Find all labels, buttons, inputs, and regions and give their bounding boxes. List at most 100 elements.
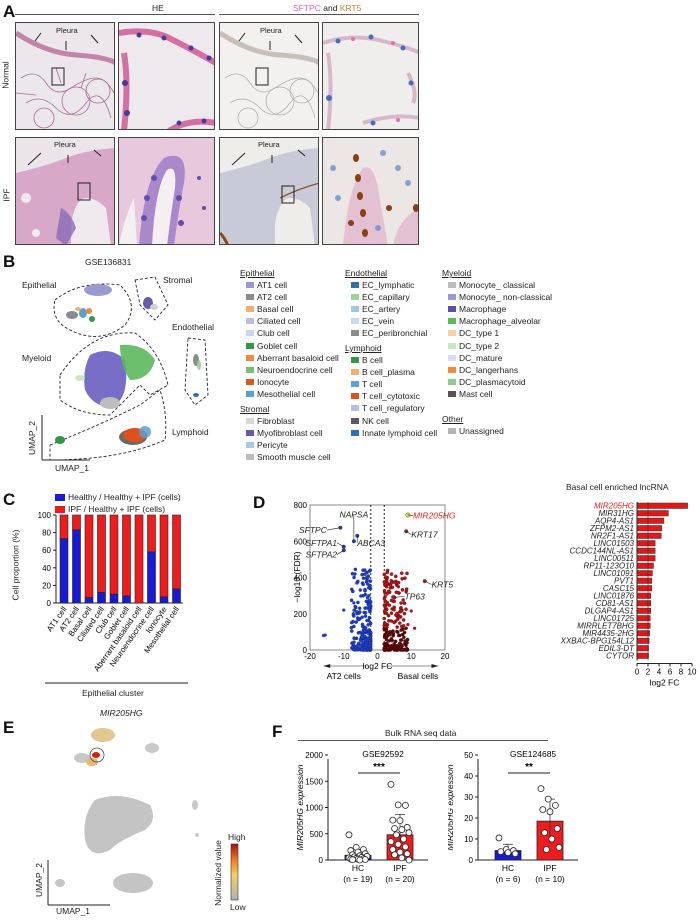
svg-text:RP11-123O10: RP11-123O10 [583, 562, 634, 571]
legend-item-endothelial: EC_lymphatic [351, 280, 414, 290]
legend-item-myeloid: Monocyte_ non-classical [448, 292, 552, 302]
svg-text:60: 60 [42, 546, 51, 555]
pleura-label: Pleura [258, 140, 280, 149]
histology-ipf-he-zoom [118, 137, 215, 245]
legend-item-epithelial: Neuroendocrine cell [246, 365, 333, 375]
legend-swatch [246, 390, 254, 397]
legend-swatch [448, 318, 456, 325]
panel-c-letter: C [3, 490, 16, 509]
svg-text:MIR205HG expression: MIR205HG expression [295, 764, 305, 850]
umap-plot: Epithelial Stromal Endothelial Myeloid L… [0, 265, 240, 475]
cluster-label-endothelial: Endothelial [172, 322, 215, 332]
svg-text:50: 50 [464, 751, 473, 760]
svg-text:1500: 1500 [305, 777, 323, 786]
panel-e-letter: E [3, 718, 15, 737]
legend-item-endothelial: EC_peribronchial [351, 328, 427, 338]
svg-text:(n = 19): (n = 19) [343, 874, 373, 884]
legend-item-stromal: Pericyte [246, 440, 288, 450]
legend-swatch-blue [55, 493, 65, 501]
legend-swatch [448, 366, 456, 373]
histology-ipf-ihc-overview: Pleura [219, 137, 319, 245]
svg-text:PVT1: PVT1 [614, 577, 634, 586]
f-header-line [298, 740, 548, 741]
svg-text:-10: -10 [338, 652, 350, 661]
ihc-header-line [219, 14, 419, 15]
svg-text:HC: HC [502, 863, 514, 873]
panel-b-letter: B [3, 252, 16, 271]
svg-text:0: 0 [319, 856, 324, 865]
e-xlabel: UMAP_1 [56, 906, 91, 916]
legend-swatch [448, 282, 456, 288]
svg-text:Basal cells: Basal cells [398, 671, 439, 681]
svg-text:20: 20 [441, 652, 450, 661]
svg-text:0: 0 [469, 856, 474, 865]
svg-text:400: 400 [294, 574, 308, 583]
legend-swatch [351, 429, 359, 436]
feature-umap: UMAP_1 UMAP_2 High Low Normalized value [0, 720, 250, 916]
svg-text:SFTPA2: SFTPA2 [306, 550, 338, 560]
legend-item-epithelial: Mesothelial cell [246, 389, 315, 399]
c-ylabel: Cell proportion (%) [10, 529, 21, 601]
legend-swatch [351, 306, 359, 313]
legend-item-myeloid: DC_mature [448, 353, 502, 363]
pleura-label: Pleura [56, 26, 78, 35]
svg-text:AQP4-AS1: AQP4-AS1 [594, 517, 634, 526]
svg-text:(n = 20): (n = 20) [385, 874, 415, 884]
svg-text:2000: 2000 [305, 751, 323, 760]
legend-swatch [246, 354, 254, 361]
legend-swatch [351, 381, 359, 388]
svg-text:AT2 cells: AT2 cells [327, 671, 361, 681]
histology-ipf-he-overview: Pleura [15, 137, 115, 245]
umap-title: GSE136831 [85, 257, 132, 267]
legend-item-epithelial: Goblet cell [246, 341, 297, 351]
svg-text:CASC15: CASC15 [603, 584, 635, 593]
svg-text:100: 100 [38, 511, 52, 520]
legend-swatch [246, 342, 254, 349]
legend-item-myeloid: Mast cell [448, 389, 493, 399]
legend-swatch [246, 318, 254, 325]
pleura-label: Pleura [260, 26, 282, 35]
row-label-normal: Normal [0, 61, 11, 89]
svg-text:MIR4435-2HG: MIR4435-2HG [582, 629, 634, 638]
svg-text:GSE92592: GSE92592 [362, 749, 404, 759]
legend-swatch [448, 330, 456, 337]
legend-group-lymphoid: Lymphoid [345, 343, 382, 353]
svg-text:6: 6 [668, 668, 673, 677]
svg-text:**: ** [525, 762, 533, 773]
legend-item-epithelial: Ciliated cell [246, 316, 300, 326]
legend-item-lymphoid: T cell_regulatory [351, 403, 425, 413]
svg-text:***: *** [373, 762, 385, 773]
svg-text:0: 0 [635, 668, 640, 677]
legend-swatch [448, 390, 456, 397]
svg-text:(n = 6): (n = 6) [496, 874, 521, 884]
legend-swatch [246, 442, 254, 449]
svg-text:NR2F1-AS1: NR2F1-AS1 [591, 532, 634, 541]
svg-text:GSE124685: GSE124685 [510, 749, 557, 759]
legend-group-stromal: Stromal [240, 404, 270, 414]
legend-group-other: Other [442, 414, 464, 424]
svg-text:0: 0 [303, 646, 308, 655]
legend-item-epithelial: Ionocyte [246, 377, 289, 387]
legend-swatch [351, 318, 359, 325]
panel-d-letter: D [253, 493, 266, 512]
legend-item-myeloid: Macrophage [448, 304, 506, 314]
legend-swatch [246, 378, 254, 385]
svg-text:10: 10 [688, 668, 697, 677]
svg-text:1000: 1000 [305, 804, 323, 813]
svg-text:20: 20 [42, 581, 51, 590]
svg-text:IPF: IPF [393, 863, 406, 873]
histology-ipf-ihc-zoom [322, 137, 419, 245]
legend-item-epithelial: Aberrant basaloid cell [246, 353, 339, 363]
cluster-label-myeloid: Myeloid [22, 353, 52, 363]
legend-healthy: Healthy / Healthy + IPF (cells) [55, 492, 181, 502]
legend-swatch [448, 378, 456, 385]
legend-item-lymphoid: Innate lymphoid cell [351, 428, 437, 438]
legend-swatch [448, 428, 456, 434]
colorbar-label: Normalized value [212, 840, 223, 906]
svg-text:200: 200 [294, 610, 308, 619]
legend-item-myeloid: DC_type 1 [448, 328, 499, 338]
svg-text:HC: HC [352, 863, 364, 873]
legend-item-lymphoid: NK cell [351, 416, 389, 426]
svg-text:TP63: TP63 [405, 591, 426, 601]
legend-swatch [246, 454, 254, 461]
